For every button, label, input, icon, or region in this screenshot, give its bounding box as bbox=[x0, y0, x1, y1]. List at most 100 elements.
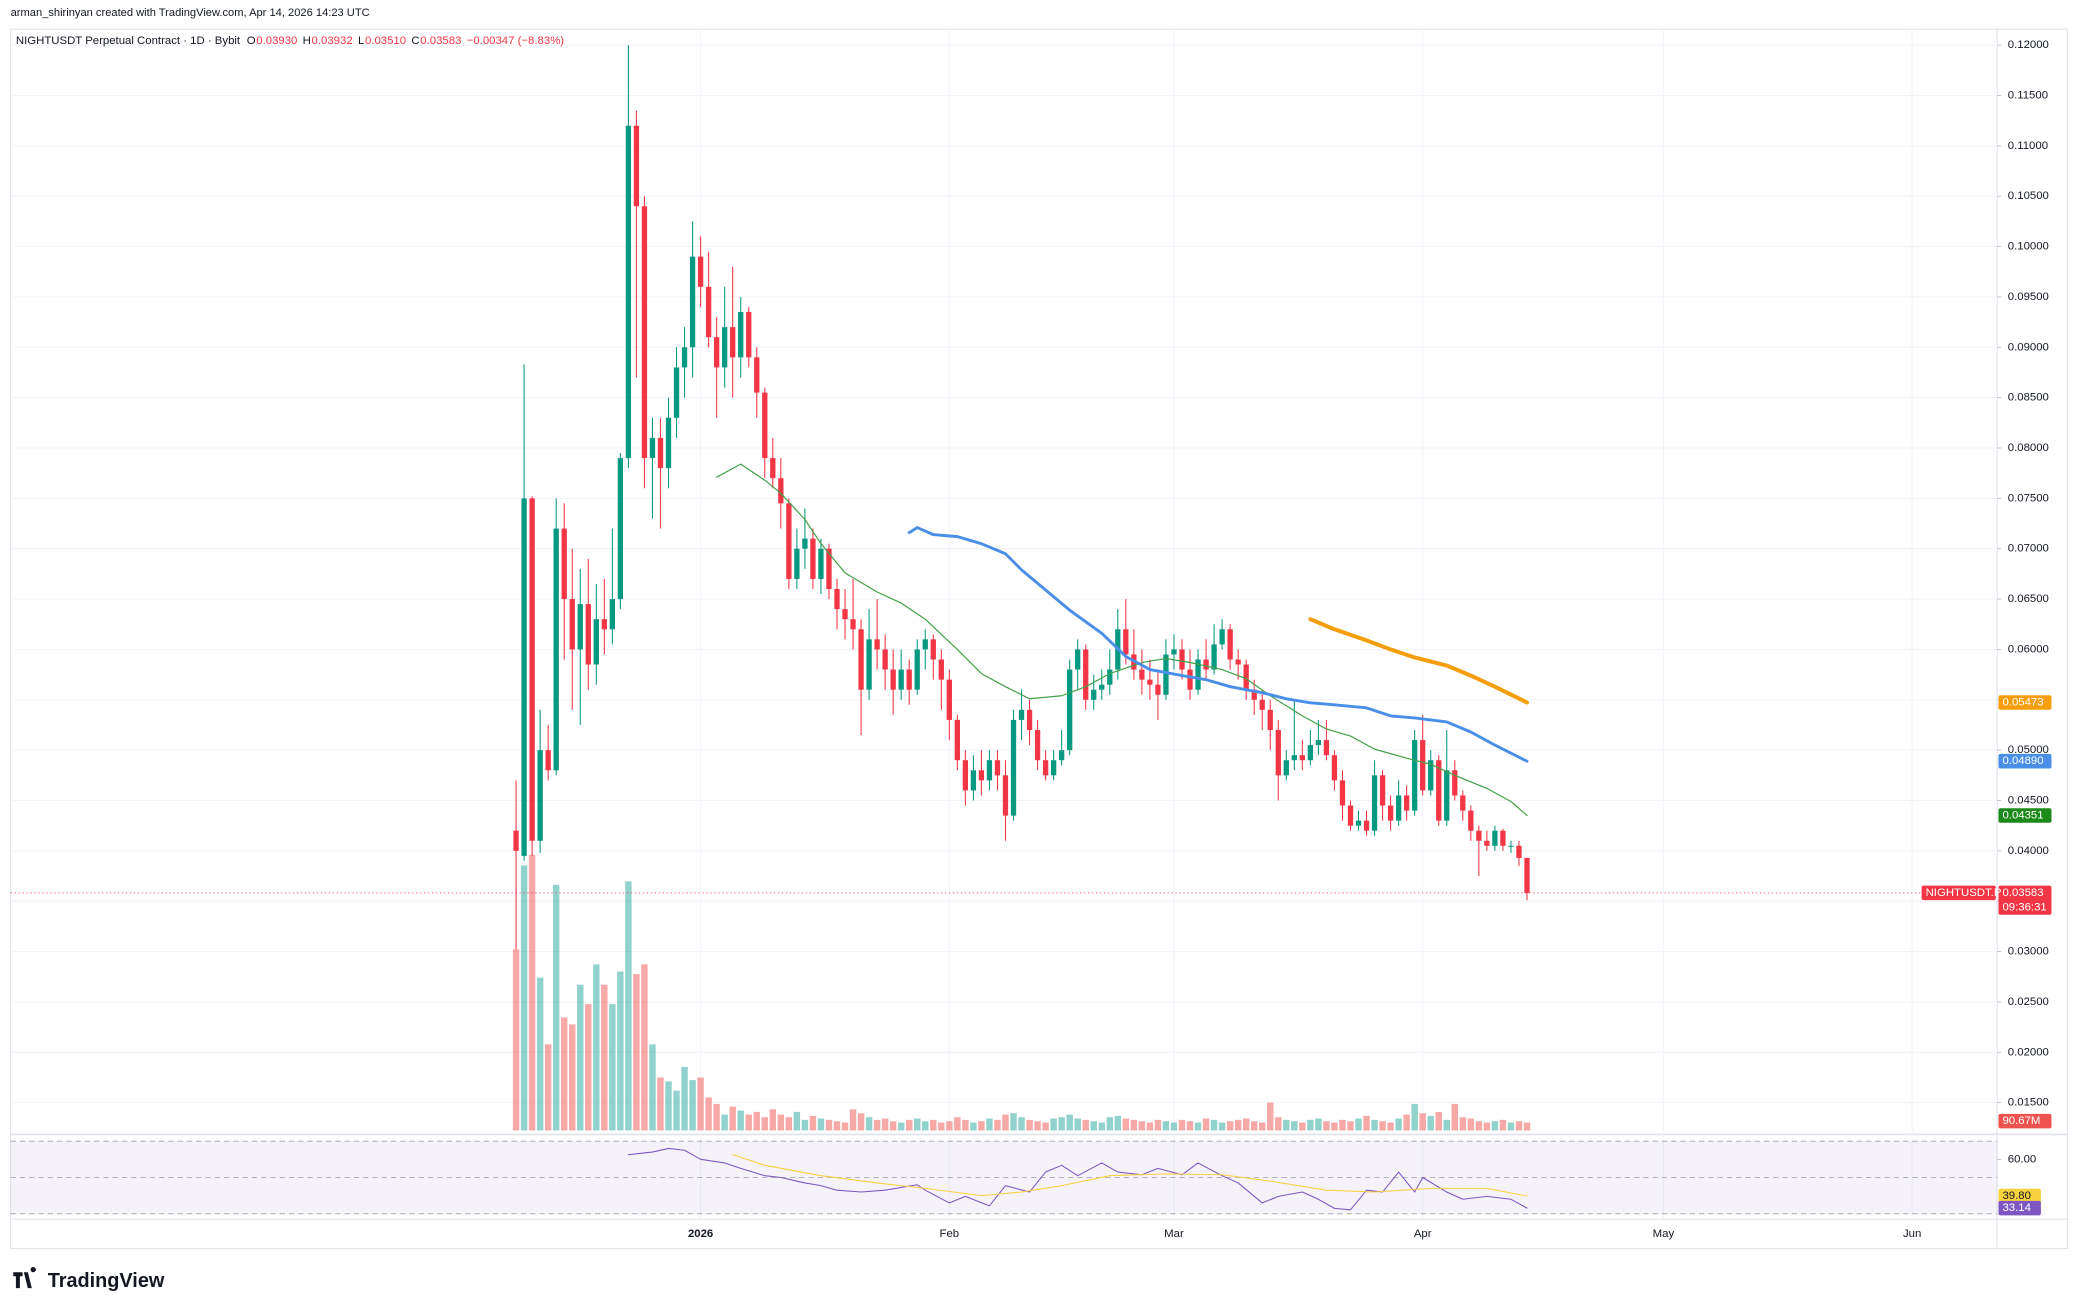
moving-average bbox=[716, 463, 1528, 817]
candle-body bbox=[1267, 709, 1273, 730]
volume-bar bbox=[785, 1117, 793, 1131]
volume-bar bbox=[1275, 1117, 1282, 1131]
volume-bar bbox=[609, 1004, 616, 1131]
candle-body bbox=[545, 750, 551, 771]
volume-bar bbox=[986, 1118, 993, 1131]
volume-bar bbox=[881, 1118, 889, 1131]
volume-bar bbox=[841, 1122, 849, 1131]
volume-bar bbox=[1010, 1113, 1017, 1131]
candle-body bbox=[1219, 629, 1225, 645]
volume-bar bbox=[1226, 1121, 1234, 1131]
chart-frame bbox=[10, 28, 2068, 1249]
volume-bar bbox=[1042, 1122, 1049, 1131]
volume-bar bbox=[1058, 1117, 1065, 1131]
volume-bar bbox=[689, 1080, 696, 1131]
volume-bar bbox=[649, 1044, 656, 1131]
volume-bar bbox=[873, 1119, 881, 1131]
candle-body bbox=[978, 770, 985, 781]
volume-bar bbox=[1178, 1119, 1186, 1131]
candle-body bbox=[986, 760, 993, 781]
volume-bar bbox=[552, 884, 560, 1131]
candle-body bbox=[649, 437, 656, 459]
candle-body bbox=[569, 599, 575, 650]
y-tick-label: 0.06000 bbox=[2008, 643, 2049, 655]
candle-body bbox=[1243, 664, 1249, 690]
price-label-box bbox=[1998, 885, 2052, 915]
candle-body bbox=[553, 528, 559, 771]
ma-price-label-box bbox=[1998, 753, 2052, 769]
logo-text: TradingView bbox=[48, 1270, 165, 1292]
header: arman_shirinyan created with TradingView… bbox=[11, 7, 370, 19]
candle-body bbox=[1500, 830, 1506, 846]
candle-body bbox=[1251, 689, 1257, 700]
volume-bar bbox=[1411, 1103, 1418, 1131]
y-tick-label: 0.05000 bbox=[2008, 744, 2049, 756]
volume-bar bbox=[1154, 1119, 1162, 1131]
volume-bar bbox=[569, 1024, 576, 1131]
volume-bar bbox=[585, 1004, 592, 1131]
ma-price-label: 0.04890 bbox=[2002, 755, 2043, 767]
candle-body bbox=[1395, 795, 1402, 821]
volume-bar bbox=[697, 1077, 704, 1131]
candle-body bbox=[1412, 740, 1418, 811]
candle-body bbox=[529, 498, 535, 841]
volume-bar bbox=[849, 1109, 857, 1131]
candle-body bbox=[593, 619, 599, 665]
candle-body bbox=[1420, 740, 1426, 791]
volume-bar bbox=[1018, 1117, 1025, 1131]
candle-body bbox=[1067, 669, 1073, 751]
volume-bar bbox=[1427, 1115, 1434, 1131]
logo: TradingView bbox=[13, 1266, 165, 1292]
volume-bar bbox=[625, 881, 632, 1131]
volume-bar bbox=[617, 971, 624, 1131]
candle-body bbox=[1508, 845, 1514, 847]
symbol-label-box bbox=[1921, 885, 1996, 901]
candle-body bbox=[1091, 689, 1097, 700]
y-tick-label: 0.02000 bbox=[2008, 1046, 2049, 1058]
candle-body bbox=[1107, 669, 1113, 685]
candle-body bbox=[657, 437, 664, 469]
legend-key: L bbox=[358, 35, 364, 47]
candle-body bbox=[1323, 740, 1330, 756]
volume-bar bbox=[1299, 1122, 1306, 1131]
volume-bar bbox=[713, 1103, 720, 1131]
y-tick-label: 0.08500 bbox=[2008, 392, 2049, 404]
volume-bar bbox=[809, 1115, 817, 1131]
candle-body bbox=[1075, 649, 1081, 670]
candle-body bbox=[1404, 795, 1410, 811]
x-tick-label: Apr bbox=[1414, 1228, 1432, 1240]
candle-body bbox=[906, 669, 912, 690]
ma-price-label: 0.05473 bbox=[2002, 697, 2043, 709]
volume-bar bbox=[833, 1121, 841, 1131]
candle-body bbox=[609, 599, 615, 630]
candle-body bbox=[786, 503, 792, 579]
volume-bar bbox=[512, 949, 520, 1131]
volume-bar bbox=[793, 1111, 801, 1131]
candle-body bbox=[1379, 775, 1386, 806]
volume-bar bbox=[1082, 1119, 1089, 1131]
candle-body bbox=[681, 347, 688, 368]
candle-body bbox=[625, 125, 632, 459]
y-tick-label: 0.10000 bbox=[2008, 241, 2049, 253]
candle-body bbox=[1018, 709, 1025, 720]
candle-body bbox=[850, 619, 856, 630]
volume-bar bbox=[729, 1106, 736, 1131]
rsi-tick-label: 60.00 bbox=[2008, 1153, 2036, 1165]
volume-bar bbox=[1267, 1102, 1274, 1131]
candle-body bbox=[898, 669, 904, 690]
volume-bar bbox=[1403, 1114, 1410, 1131]
volume-bar bbox=[1130, 1119, 1138, 1131]
volume-bar bbox=[1122, 1118, 1130, 1131]
volume-bar bbox=[1523, 1122, 1531, 1131]
volume-bar bbox=[665, 1081, 672, 1131]
candle-body bbox=[778, 478, 784, 504]
candle-body bbox=[1010, 719, 1017, 816]
volume-bar bbox=[1467, 1118, 1475, 1131]
candle-body bbox=[1444, 770, 1450, 821]
volume-bar bbox=[673, 1090, 680, 1131]
y-tick-label: 0.04500 bbox=[2008, 795, 2049, 807]
volume-bar bbox=[1259, 1122, 1266, 1131]
volume-bar bbox=[1002, 1114, 1009, 1131]
y-tick-label: 0.07500 bbox=[2008, 492, 2049, 504]
volume-bar bbox=[745, 1114, 752, 1131]
